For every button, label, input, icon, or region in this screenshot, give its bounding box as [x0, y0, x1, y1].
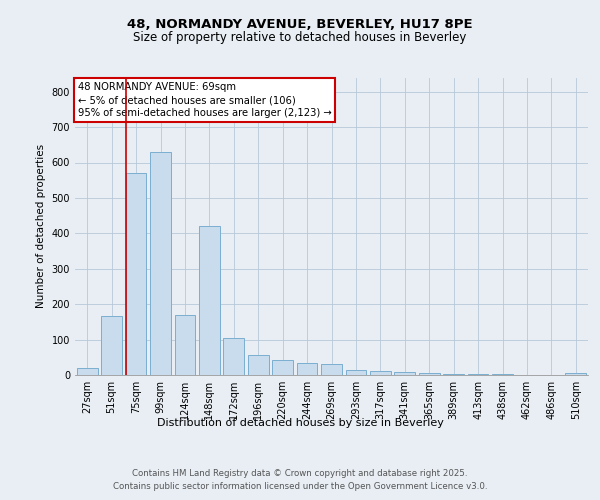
Bar	[443, 374, 464, 375]
Bar	[565, 373, 586, 375]
Bar	[101, 316, 122, 375]
Bar	[77, 368, 98, 375]
Text: Contains HM Land Registry data © Crown copyright and database right 2025.
Contai: Contains HM Land Registry data © Crown c…	[113, 469, 487, 491]
Bar	[419, 373, 440, 375]
Bar	[321, 364, 342, 375]
Bar	[150, 152, 171, 375]
Bar	[223, 338, 244, 375]
Bar	[370, 372, 391, 375]
Bar	[394, 372, 415, 375]
Bar	[248, 355, 269, 375]
Y-axis label: Number of detached properties: Number of detached properties	[36, 144, 46, 308]
Bar	[296, 364, 317, 375]
Bar	[467, 374, 488, 375]
Text: 48 NORMANDY AVENUE: 69sqm
← 5% of detached houses are smaller (106)
95% of semi-: 48 NORMANDY AVENUE: 69sqm ← 5% of detach…	[77, 82, 331, 118]
Text: Distribution of detached houses by size in Beverley: Distribution of detached houses by size …	[157, 418, 443, 428]
Bar	[346, 370, 367, 375]
Bar	[199, 226, 220, 375]
Bar	[492, 374, 513, 375]
Text: 48, NORMANDY AVENUE, BEVERLEY, HU17 8PE: 48, NORMANDY AVENUE, BEVERLEY, HU17 8PE	[127, 18, 473, 30]
Text: Size of property relative to detached houses in Beverley: Size of property relative to detached ho…	[133, 31, 467, 44]
Bar	[272, 360, 293, 375]
Bar	[175, 315, 196, 375]
Bar	[125, 173, 146, 375]
